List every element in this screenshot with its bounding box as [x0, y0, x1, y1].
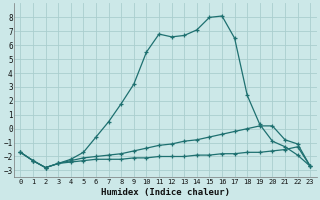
X-axis label: Humidex (Indice chaleur): Humidex (Indice chaleur)	[101, 188, 230, 197]
